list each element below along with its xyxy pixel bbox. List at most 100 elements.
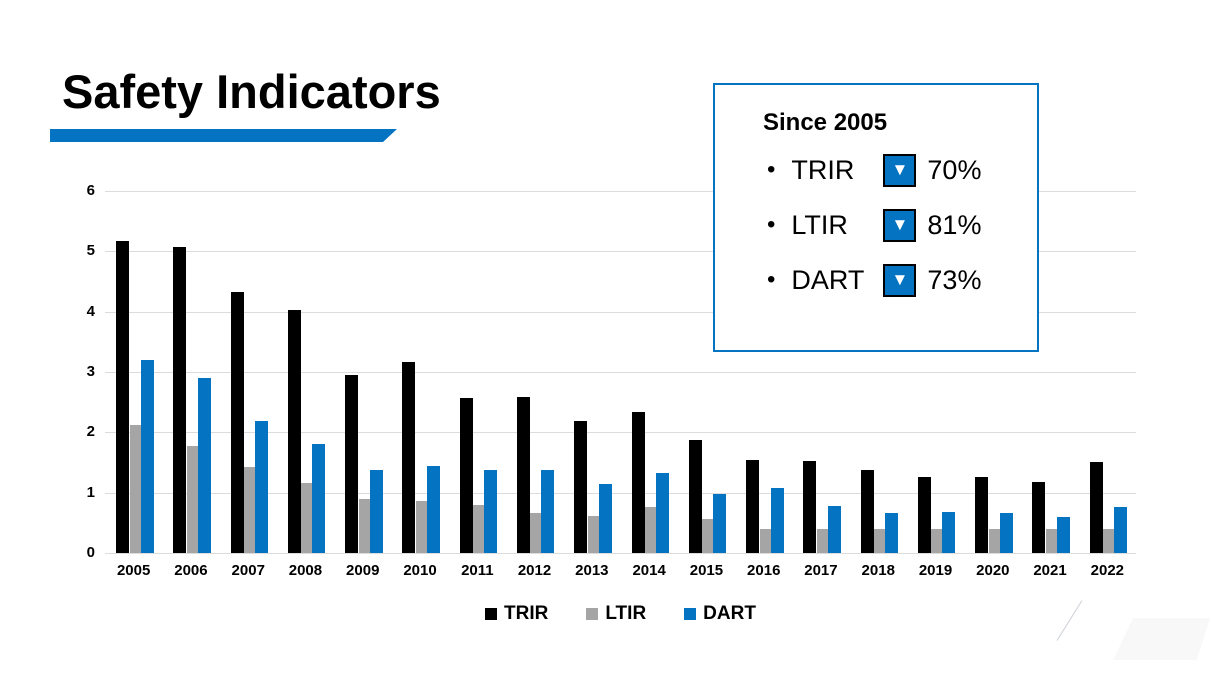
bar-trir-2017 [803,460,817,553]
bar-ltir-2009 [358,499,370,553]
bar-dart-2007 [255,420,269,553]
bar-trir-2008 [287,309,301,553]
x-axis-label: 2008 [288,562,323,579]
x-axis-label: 2011 [461,562,494,579]
bar-trir-2021 [1032,481,1046,553]
bar-ltir-2016 [759,528,771,553]
x-axis-label: 2018 [861,562,895,579]
legend-label: LTIR [605,603,647,624]
chart-legend: TRIR LTIR DART [105,601,1136,627]
down-triangle-glyph: ▼ [891,269,909,289]
callout-item-value: 70% [927,154,982,185]
bar-ltir-2014 [645,507,656,553]
bar-trir-2012 [516,397,530,553]
x-axis-label: 2006 [174,562,208,579]
callout-item-value: 81% [927,209,982,240]
bar-trir-2014 [631,412,645,553]
bar-dart-2014 [656,473,669,553]
bar-ltir-2018 [874,528,886,553]
y-axis-label: 1 [86,483,95,501]
gridline [105,311,1136,313]
callout-item-label: DART [791,264,865,295]
legend-swatch-dart [684,608,697,620]
bar-ltir-2005 [129,424,141,553]
bar-ltir-2015 [702,518,714,553]
x-axis-label: 2022 [1090,562,1125,579]
bar-dart-2011 [484,469,498,553]
x-axis-label: 2015 [689,562,724,579]
y-axis-label: 3 [86,363,95,380]
bar-dart-2016 [770,487,784,553]
legend-swatch-trir [485,608,498,620]
down-arrow-icon: ▼ [883,208,917,242]
gridline [105,492,1136,494]
bar-dart-2022 [1114,506,1128,553]
x-axis-label: 2010 [403,562,437,579]
y-axis-label: 5 [86,242,95,260]
bar-ltir-2012 [530,513,542,553]
bar-trir-2005 [116,240,129,553]
down-arrow-icon: ▼ [883,263,917,297]
bar-ltir-2007 [244,466,256,553]
bar-trir-2010 [402,362,416,553]
y-axis-label: 2 [86,423,95,441]
x-axis-label: 2007 [231,562,265,579]
x-axis-label: 2014 [632,562,666,579]
bar-dart-2010 [426,466,440,553]
bar-ltir-2022 [1103,528,1115,553]
x-axis-label: 2019 [918,562,953,579]
bullet-icon: • [767,211,776,238]
x-axis-label: 2017 [804,562,838,579]
y-axis-label: 4 [86,302,95,320]
callout-item-value: 73% [927,264,982,295]
bar-trir-2011 [459,397,473,553]
bar-dart-2021 [1056,516,1070,553]
callout-item-dart: • DART ▼ 73% [767,263,1037,297]
bar-dart-2005 [140,359,154,553]
bar-ltir-2017 [816,528,828,553]
bar-dart-2017 [827,505,841,553]
legend-item-ltir: LTIR [586,603,646,625]
bullet-icon: • [767,266,776,293]
bar-ltir-2020 [988,528,1000,553]
x-axis-label: 2009 [346,562,380,579]
bar-dart-2012 [541,470,555,553]
bar-dart-2008 [312,444,326,553]
bar-trir-2006 [173,246,187,553]
gridline [105,191,1136,192]
bar-trir-2019 [917,477,931,553]
bar-ltir-2021 [1045,528,1057,553]
bar-trir-2009 [345,375,359,553]
page-title: Safety Indicators [62,65,441,118]
x-axis-label: 2013 [575,562,609,579]
bar-ltir-2008 [301,483,313,553]
gridline [105,251,1136,253]
legend-label: DART [703,603,756,624]
y-axis-label: 6 [86,182,95,199]
y-axis-label: 0 [86,544,95,561]
bullet-icon: • [767,156,776,183]
bar-dart-2020 [999,513,1013,553]
bar-trir-2016 [746,459,760,553]
bar-dart-2019 [942,512,956,553]
callout-item-label: LTIR [791,209,848,240]
x-axis-label: 2012 [517,562,552,579]
bar-trir-2020 [975,477,989,553]
bar-trir-2022 [1089,461,1103,553]
legend-item-trir: TRIR [485,603,548,625]
callout-item-trir: • TRIR ▼ 70% [767,153,1037,187]
x-axis-label: 2020 [976,562,1010,579]
bar-trir-2015 [688,440,702,553]
title-accent-bar [50,129,397,142]
legend-swatch-ltir [586,608,599,620]
down-triangle-glyph: ▼ [891,214,909,234]
bar-ltir-2019 [931,528,943,553]
bar-ltir-2010 [415,500,427,553]
bar-ltir-2013 [587,515,599,553]
legend-item-dart: DART [684,603,756,625]
bar-trir-2018 [860,470,874,553]
bar-trir-2007 [230,292,244,553]
bar-dart-2013 [598,484,612,553]
